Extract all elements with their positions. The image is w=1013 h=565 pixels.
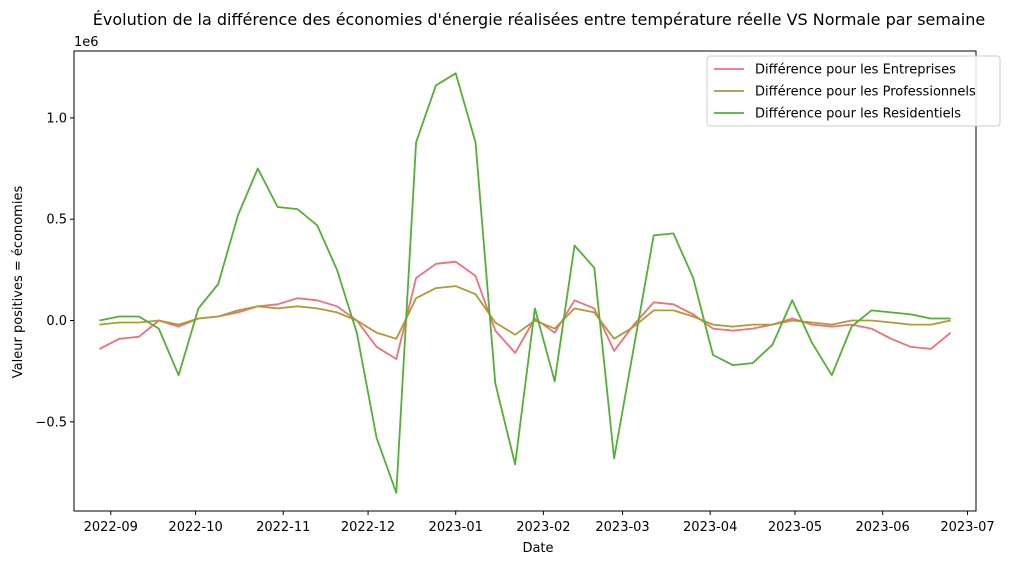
legend-label-2: Différence pour les Professionnels <box>755 85 976 100</box>
y-axis-label: Valeur positives = économies <box>11 186 26 379</box>
plot-frame <box>73 50 977 512</box>
x-tick-label: 2022-10 <box>168 520 222 535</box>
plot-area <box>73 50 977 512</box>
x-tick-label: 2023-07 <box>940 520 994 535</box>
x-tick-label: 2023-02 <box>516 520 570 535</box>
x-tick-label: 2022-09 <box>84 520 138 535</box>
x-axis: 2022-09 2022-10 2022-11 2022-12 2023-01 2023-… <box>84 511 995 535</box>
x-tick-label: 2022-11 <box>256 520 310 535</box>
chart-title: Évolution de la différence des économies… <box>93 10 985 29</box>
series-layer <box>98 72 952 494</box>
x-tick-label: 2023-03 <box>595 520 649 535</box>
y-tick-label: 0.0 <box>46 314 67 329</box>
x-tick-label: 2023-01 <box>429 520 483 535</box>
y-tick-label: 1.0 <box>46 111 67 126</box>
x-tick-label: 2022-12 <box>341 520 395 535</box>
legend-entries: Différence pour les Entreprises Différenc… <box>714 63 976 122</box>
x-tick-label: 2023-06 <box>856 520 910 535</box>
y-axis: −0.5 0.0 0.5 1.0 <box>35 111 74 430</box>
y-offset-text: 1e6 <box>74 35 99 50</box>
legend: Différence pour les Entreprises Différenc… <box>706 55 1001 127</box>
y-tick-label: 0.5 <box>46 213 67 228</box>
y-tick-label: −0.5 <box>35 415 67 430</box>
series-line-1 <box>98 260 952 360</box>
x-axis-label: Date <box>522 541 553 556</box>
legend-label-3: Différence pour les Residentiels <box>755 107 961 122</box>
legend-label-1: Différence pour les Entreprises <box>755 63 956 78</box>
series-line-2 <box>99 285 951 340</box>
x-tick-label: 2023-04 <box>683 520 737 535</box>
series-line-3 <box>99 72 951 494</box>
x-tick-label: 2023-05 <box>768 520 822 535</box>
legend-box <box>706 55 1001 127</box>
